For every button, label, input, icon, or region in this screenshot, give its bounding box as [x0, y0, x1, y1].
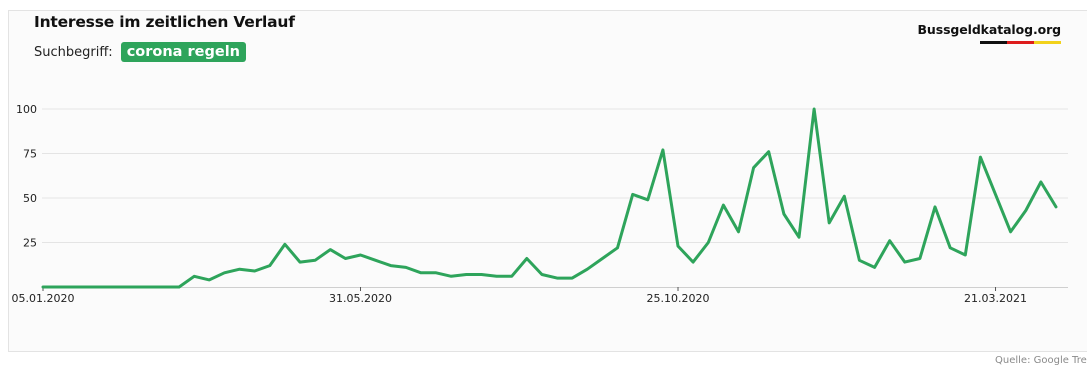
- y-tick-label: 25: [23, 237, 37, 250]
- data-point[interactable]: [795, 233, 803, 241]
- flag-stripe-gold: [1034, 41, 1061, 44]
- data-point[interactable]: [583, 265, 591, 273]
- data-point[interactable]: [220, 269, 228, 277]
- data-point[interactable]: [629, 190, 637, 198]
- y-tick-label: 100: [16, 103, 37, 116]
- data-point[interactable]: [750, 164, 758, 172]
- data-point[interactable]: [1007, 228, 1015, 236]
- data-point[interactable]: [931, 203, 939, 211]
- x-tick-label: 21.03.2021: [964, 292, 1027, 305]
- search-term-badge: corona regeln: [120, 42, 247, 62]
- data-point[interactable]: [39, 283, 47, 291]
- data-point[interactable]: [387, 262, 395, 270]
- data-point[interactable]: [765, 148, 773, 156]
- data-point[interactable]: [1022, 206, 1030, 214]
- data-point[interactable]: [69, 283, 77, 291]
- data-point[interactable]: [1037, 178, 1045, 186]
- data-point[interactable]: [175, 283, 183, 291]
- data-point[interactable]: [493, 272, 501, 280]
- data-point[interactable]: [357, 251, 365, 259]
- data-point[interactable]: [477, 271, 485, 279]
- data-point[interactable]: [659, 146, 667, 154]
- data-point[interactable]: [810, 105, 818, 113]
- source-note: Quelle: Google Trends: [995, 355, 1087, 366]
- data-point[interactable]: [447, 272, 455, 280]
- data-point[interactable]: [145, 283, 153, 291]
- x-axis-ticks: 05.01.2020 31.05.2020 25.10.2020 21.03.2021: [12, 287, 1027, 305]
- y-tick-label: 50: [23, 192, 37, 205]
- data-point[interactable]: [205, 276, 213, 284]
- data-point[interactable]: [311, 256, 319, 264]
- data-point[interactable]: [855, 256, 863, 264]
- data-point[interactable]: [568, 274, 576, 282]
- series-line: [41, 107, 1058, 289]
- data-point[interactable]: [825, 219, 833, 227]
- data-point[interactable]: [417, 269, 425, 277]
- x-tick-label: 31.05.2020: [329, 292, 392, 305]
- data-point[interactable]: [719, 201, 727, 209]
- data-point[interactable]: [251, 267, 259, 275]
- brand-logo[interactable]: Bussgeldkatalog.org: [917, 22, 1062, 44]
- data-point[interactable]: [54, 283, 62, 291]
- chart-card: [8, 10, 1087, 352]
- data-point[interactable]: [236, 265, 244, 273]
- data-point[interactable]: [84, 283, 92, 291]
- y-axis-ticks: 25 50 75 100: [16, 103, 37, 250]
- data-point[interactable]: [916, 255, 924, 263]
- data-point[interactable]: [130, 283, 138, 291]
- x-tick-label: 05.01.2020: [12, 292, 75, 305]
- x-tick-label: 25.10.2020: [647, 292, 710, 305]
- data-point[interactable]: [976, 153, 984, 161]
- data-point[interactable]: [341, 255, 349, 263]
- data-point[interactable]: [734, 228, 742, 236]
- data-point[interactable]: [1052, 203, 1060, 211]
- brand-name: Bussgeldkatalog.org: [917, 22, 1062, 37]
- search-term-label: Suchbegriff:: [34, 44, 113, 60]
- data-point[interactable]: [462, 271, 470, 279]
- chart-title: Interesse im zeitlichen Verlauf: [34, 13, 295, 31]
- series-layer: [39, 105, 1060, 291]
- data-point[interactable]: [508, 272, 516, 280]
- data-point[interactable]: [115, 283, 123, 291]
- data-point[interactable]: [372, 256, 380, 264]
- data-point[interactable]: [281, 240, 289, 248]
- data-point[interactable]: [296, 258, 304, 266]
- data-point[interactable]: [886, 237, 894, 245]
- data-point[interactable]: [190, 272, 198, 280]
- data-point[interactable]: [99, 283, 107, 291]
- data-point[interactable]: [326, 246, 334, 254]
- data-point[interactable]: [992, 190, 1000, 198]
- data-point[interactable]: [553, 274, 561, 282]
- data-point[interactable]: [689, 258, 697, 266]
- data-point[interactable]: [432, 269, 440, 277]
- data-point[interactable]: [523, 255, 531, 263]
- data-point[interactable]: [871, 263, 879, 271]
- data-point[interactable]: [614, 244, 622, 252]
- data-point[interactable]: [266, 262, 274, 270]
- data-point[interactable]: [704, 239, 712, 247]
- gridlines: [42, 108, 1068, 288]
- y-tick-label: 75: [23, 148, 37, 161]
- data-point[interactable]: [901, 258, 909, 266]
- data-point[interactable]: [402, 263, 410, 271]
- german-flag-icon: [918, 41, 1061, 44]
- data-point[interactable]: [674, 242, 682, 250]
- flag-stripe-red: [1007, 41, 1034, 44]
- data-point[interactable]: [780, 210, 788, 218]
- flag-stripe-black: [980, 41, 1007, 44]
- data-point[interactable]: [160, 283, 168, 291]
- data-point[interactable]: [946, 244, 954, 252]
- data-point[interactable]: [644, 196, 652, 204]
- search-term-row: Suchbegriff: corona regeln: [34, 42, 247, 62]
- data-point[interactable]: [961, 251, 969, 259]
- data-point[interactable]: [840, 192, 848, 200]
- data-point[interactable]: [538, 271, 546, 279]
- data-point[interactable]: [598, 255, 606, 263]
